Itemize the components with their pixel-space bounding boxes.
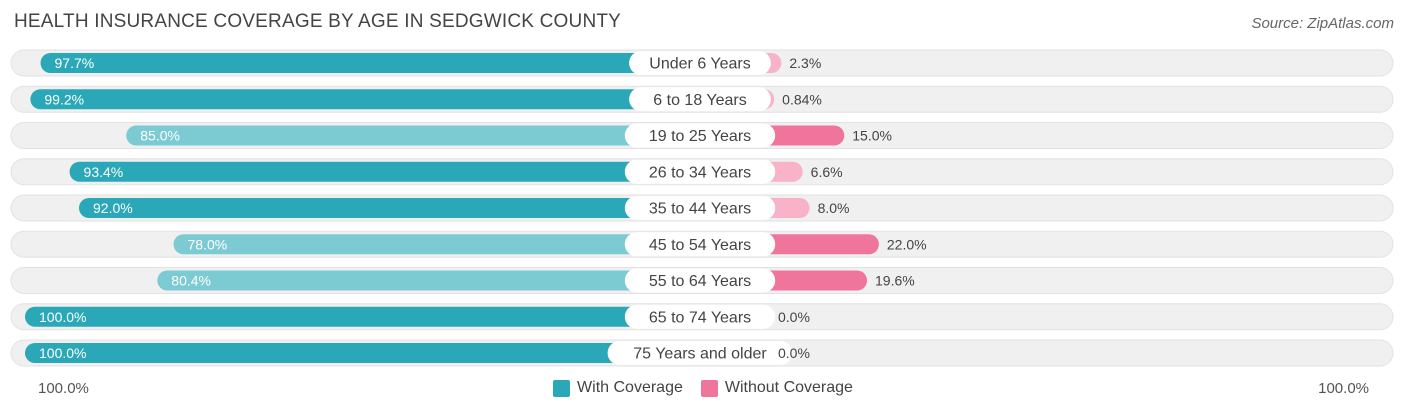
legend-label-with-coverage: With Coverage [577,379,683,396]
value-label-with-6-to-18-years: 99.2% [44,91,84,107]
category-label-26-to-34-years: 26 to 34 Years [649,164,751,181]
bar-with-coverage-26-to-34-years[interactable] [69,161,701,182]
legend-label-without-coverage: Without Coverage [724,379,853,396]
value-label-with-26-to-34-years: 93.4% [84,164,124,180]
category-pill-35-to-44-years [624,196,776,220]
legend: With Coverage Without Coverage [0,379,1406,397]
value-label-without-65-to-74-years: 0.0% [778,309,810,325]
category-pill-under-6-years [629,51,771,75]
category-pill-45-to-54-years [624,232,776,257]
value-label-with-55-to-64-years: 80.4% [171,273,211,289]
category-pill-65-to-74-years [624,304,776,329]
bar-with-coverage-35-to-44-years[interactable] [79,198,700,218]
axis-label-left: 100.0% [38,380,89,397]
legend-item-without-coverage[interactable]: Without Coverage [700,379,853,397]
bar-with-coverage-6-to-18-years[interactable] [30,89,700,110]
category-label-65-to-74-years: 65 to 74 Years [649,309,751,326]
bar-with-coverage-45-to-54-years[interactable] [173,234,701,255]
category-pill-26-to-34-years [624,159,776,184]
legend-swatch-without-coverage [700,379,718,397]
category-label-35-to-44-years: 35 to 44 Years [649,201,751,218]
category-pill-19-to-25-years [624,123,776,148]
value-label-without-26-to-34-years: 6.6% [811,164,843,180]
category-label-under-6-years: Under 6 Years [649,56,750,73]
source-label: Source: ZipAtlas.com [1251,15,1394,32]
category-label-75-years-and-older: 75 Years and older [633,346,767,363]
category-label-45-to-54-years: 45 to 54 Years [649,237,751,254]
value-label-with-45-to-54-years: 78.0% [188,236,228,252]
value-label-without-75-years-and-older: 0.0% [778,345,810,361]
value-label-with-35-to-44-years: 92.0% [93,200,133,216]
axis-label-right: 100.0% [1318,380,1369,397]
chart-title: HEALTH INSURANCE COVERAGE BY AGE IN SEDG… [14,11,622,32]
bar-with-coverage-75-years-and-older[interactable] [25,343,700,363]
bar-with-coverage-55-to-64-years[interactable] [157,270,701,291]
category-label-19-to-25-years: 19 to 25 Years [649,128,751,145]
bar-with-coverage-under-6-years[interactable] [40,53,700,73]
legend-item-with-coverage[interactable]: With Coverage [553,379,683,397]
value-label-with-75-years-and-older: 100.0% [39,345,86,361]
value-label-with-under-6-years: 97.7% [55,55,95,71]
value-label-without-19-to-25-years: 15.0% [852,128,892,144]
value-label-without-under-6-years: 2.3% [789,55,821,71]
bar-with-coverage-19-to-25-years[interactable] [126,125,700,146]
value-label-without-35-to-44-years: 8.0% [818,200,850,216]
value-label-without-55-to-64-years: 19.6% [875,273,915,289]
value-label-without-6-to-18-years: 0.84% [782,91,822,107]
category-pill-75-years-and-older [607,341,793,365]
bar-chart: Under 6 Years 97.7% 2.3% 6 to 18 Years 99.2%… [10,49,1394,367]
category-pill-55-to-64-years [624,268,776,293]
bar-with-coverage-65-to-74-years[interactable] [25,306,700,327]
value-label-with-19-to-25-years: 85.0% [140,128,180,144]
value-label-with-65-to-74-years: 100.0% [39,309,86,325]
category-label-6-to-18-years: 6 to 18 Years [653,92,746,109]
legend-swatch-with-coverage [553,379,571,397]
category-pill-6-to-18-years [629,87,771,112]
value-label-without-45-to-54-years: 22.0% [887,236,927,252]
category-label-55-to-64-years: 55 to 64 Years [649,273,751,290]
